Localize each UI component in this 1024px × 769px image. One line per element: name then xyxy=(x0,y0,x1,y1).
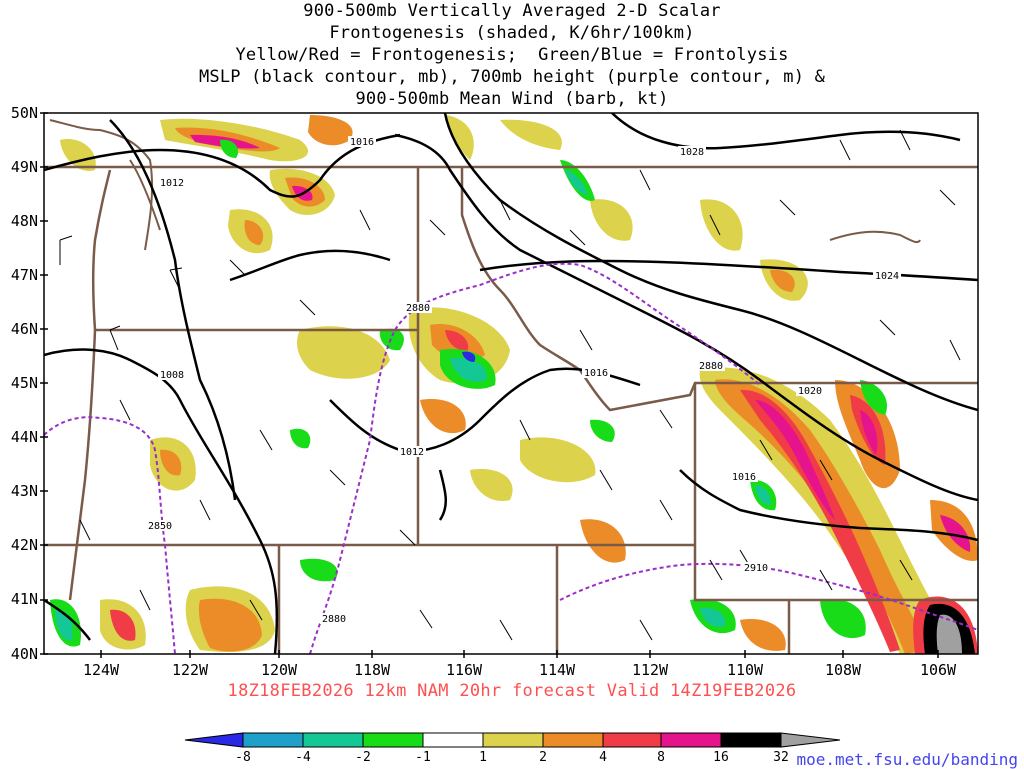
mslp-label-1016-center: 1016 xyxy=(584,368,608,379)
lat-label-49: 49N xyxy=(11,158,38,176)
colorbar-label-3: -1 xyxy=(415,750,431,765)
height-label-2880-south: 2880 xyxy=(322,614,346,625)
mslp-label-1012-center: 1012 xyxy=(400,447,424,458)
lon-label-106: 106W xyxy=(920,661,957,679)
lon-label-108: 108W xyxy=(825,661,862,679)
title-line-4: MSLP (black contour, mb), 700mb height (… xyxy=(198,67,826,87)
longitude-labels: 124W 122W 120W 118W 116W 114W 112W 110W … xyxy=(83,661,957,679)
lon-label-116: 116W xyxy=(446,661,483,679)
title-line-2: Frontogenesis (shaded, K/6hr/100km) xyxy=(329,23,695,43)
colorbar-swatch-10 xyxy=(780,732,841,748)
lat-label-41: 41N xyxy=(11,590,38,608)
colorbar-swatch-4 xyxy=(422,732,484,748)
coastline xyxy=(49,119,921,251)
forecast-valid-time: 18Z18FEB2026 12km NAM 20hr forecast Vali… xyxy=(227,681,797,701)
colorbar-swatch-3 xyxy=(362,732,424,748)
mslp-label-1028: 1028 xyxy=(680,147,704,158)
colorbar-label-8: 16 xyxy=(713,750,729,765)
lat-label-43: 43N xyxy=(11,482,38,500)
colorbar-swatch-5 xyxy=(482,732,544,748)
mslp-label-1008: 1008 xyxy=(160,370,184,381)
colorbar-label-0: -8 xyxy=(235,750,251,765)
colorbar-label-7: 8 xyxy=(657,750,665,765)
mslp-label-1024: 1024 xyxy=(875,271,899,282)
lat-label-48: 48N xyxy=(11,212,38,230)
colorbar-label-6: 4 xyxy=(599,750,607,765)
lon-label-114: 114W xyxy=(539,661,576,679)
lon-label-118: 118W xyxy=(354,661,391,679)
colorbar-swatch-2 xyxy=(302,732,364,748)
colorbar-swatch-0 xyxy=(184,732,244,748)
colorbar-swatch-1 xyxy=(242,732,304,748)
lat-label-44: 44N xyxy=(11,428,38,446)
contour-labels: 1016 1012 1028 1024 1008 1016 1012 1020 … xyxy=(146,136,901,625)
colorbar-swatch-6 xyxy=(542,732,604,748)
lon-label-110: 110W xyxy=(727,661,764,679)
colorbar-label-9: 32 xyxy=(773,750,789,765)
mslp-label-1020: 1020 xyxy=(798,386,822,397)
lat-label-42: 42N xyxy=(11,536,38,554)
height-label-2880-north: 2880 xyxy=(406,303,430,314)
lon-label-112: 112W xyxy=(632,661,669,679)
lat-label-47: 47N xyxy=(11,266,38,284)
source-credit[interactable]: moe.met.fsu.edu/banding xyxy=(796,750,1018,769)
title-line-5: 900-500mb Mean Wind (barb, kt) xyxy=(355,89,669,109)
axis-ticks xyxy=(40,112,939,658)
frontogenesis-shading xyxy=(50,115,978,654)
mslp-label-1016-north: 1016 xyxy=(350,137,374,148)
title-line-1: 900-500mb Vertically Averaged 2-D Scalar xyxy=(303,1,721,21)
height-label-2910: 2910 xyxy=(744,563,768,574)
lon-label-122: 122W xyxy=(172,661,209,679)
lat-label-46: 46N xyxy=(11,320,38,338)
colorbar-label-1: -4 xyxy=(295,750,311,765)
colorbar: -8 -4 -2 -1 1 2 4 8 16 32 xyxy=(184,732,841,765)
title-block: 900-500mb Vertically Averaged 2-D Scalar… xyxy=(0,0,1024,110)
lat-label-45: 45N xyxy=(11,374,38,392)
colorbar-label-4: 1 xyxy=(479,750,487,765)
lat-label-50: 50N xyxy=(11,104,38,122)
colorbar-label-5: 2 xyxy=(539,750,547,765)
lon-label-120: 120W xyxy=(261,661,298,679)
colorbar-label-2: -2 xyxy=(355,750,371,765)
colorbar-swatch-8 xyxy=(660,732,722,748)
lat-label-40: 40N xyxy=(11,645,38,663)
height-label-2880-east: 2880 xyxy=(699,361,723,372)
wind-barbs xyxy=(59,129,961,641)
height-contours xyxy=(44,262,978,654)
latitude-labels: 50N 49N 48N 47N 46N 45N 44N 43N 42N 41N … xyxy=(11,104,38,663)
mslp-label-1016-east: 1016 xyxy=(732,472,756,483)
title-line-3: Yellow/Red = Frontogenesis; Green/Blue =… xyxy=(235,45,789,65)
lon-label-124: 124W xyxy=(83,661,120,679)
colorbar-swatch-7 xyxy=(602,732,662,748)
colorbar-swatch-9 xyxy=(720,732,782,748)
height-label-2850: 2850 xyxy=(148,521,172,532)
state-borders xyxy=(44,165,978,654)
mslp-label-1012-west: 1012 xyxy=(160,178,184,189)
